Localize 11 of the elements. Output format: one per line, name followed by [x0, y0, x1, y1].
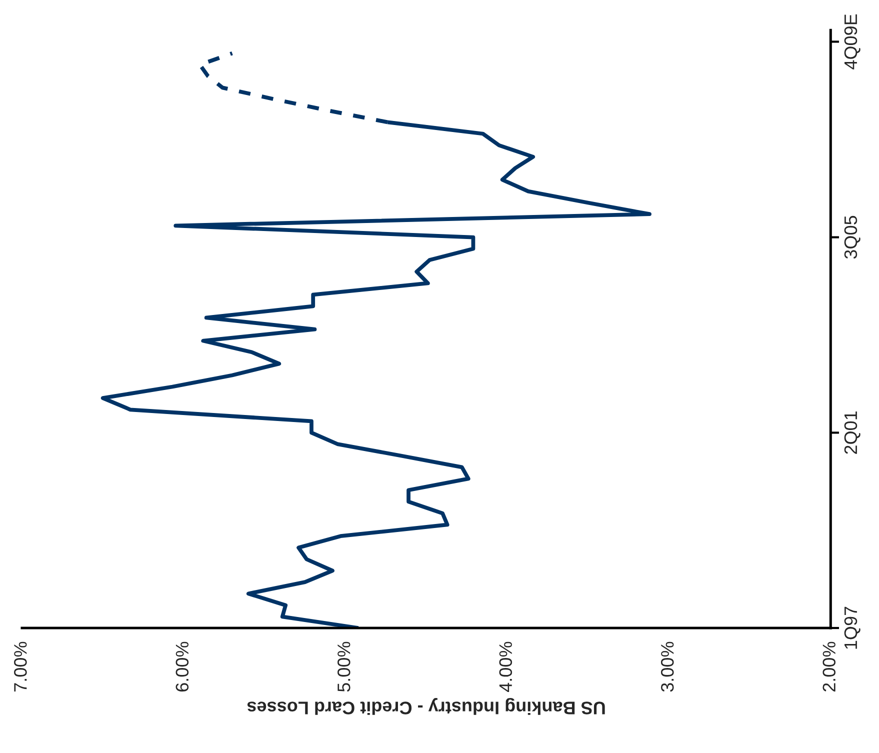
- y-tick-label: 2Q01: [844, 411, 860, 454]
- y-tick-label: 1Q97: [844, 606, 860, 649]
- x-tick-label: 6.00%: [176, 642, 189, 692]
- x-tick-label: 5.00%: [338, 642, 350, 692]
- x-tick-label: 4.00%: [499, 642, 512, 692]
- y-tick-label: 3Q05: [844, 216, 860, 259]
- x-tick-label: 3.00%: [660, 642, 674, 692]
- x-tick-label: 7.00%: [14, 642, 27, 692]
- x-tick-label: 2.00%: [822, 642, 836, 692]
- x-axis-title: US Banking Industry - Credit Card Losses: [247, 698, 605, 715]
- y-tick-label: 4Q09E: [844, 14, 860, 70]
